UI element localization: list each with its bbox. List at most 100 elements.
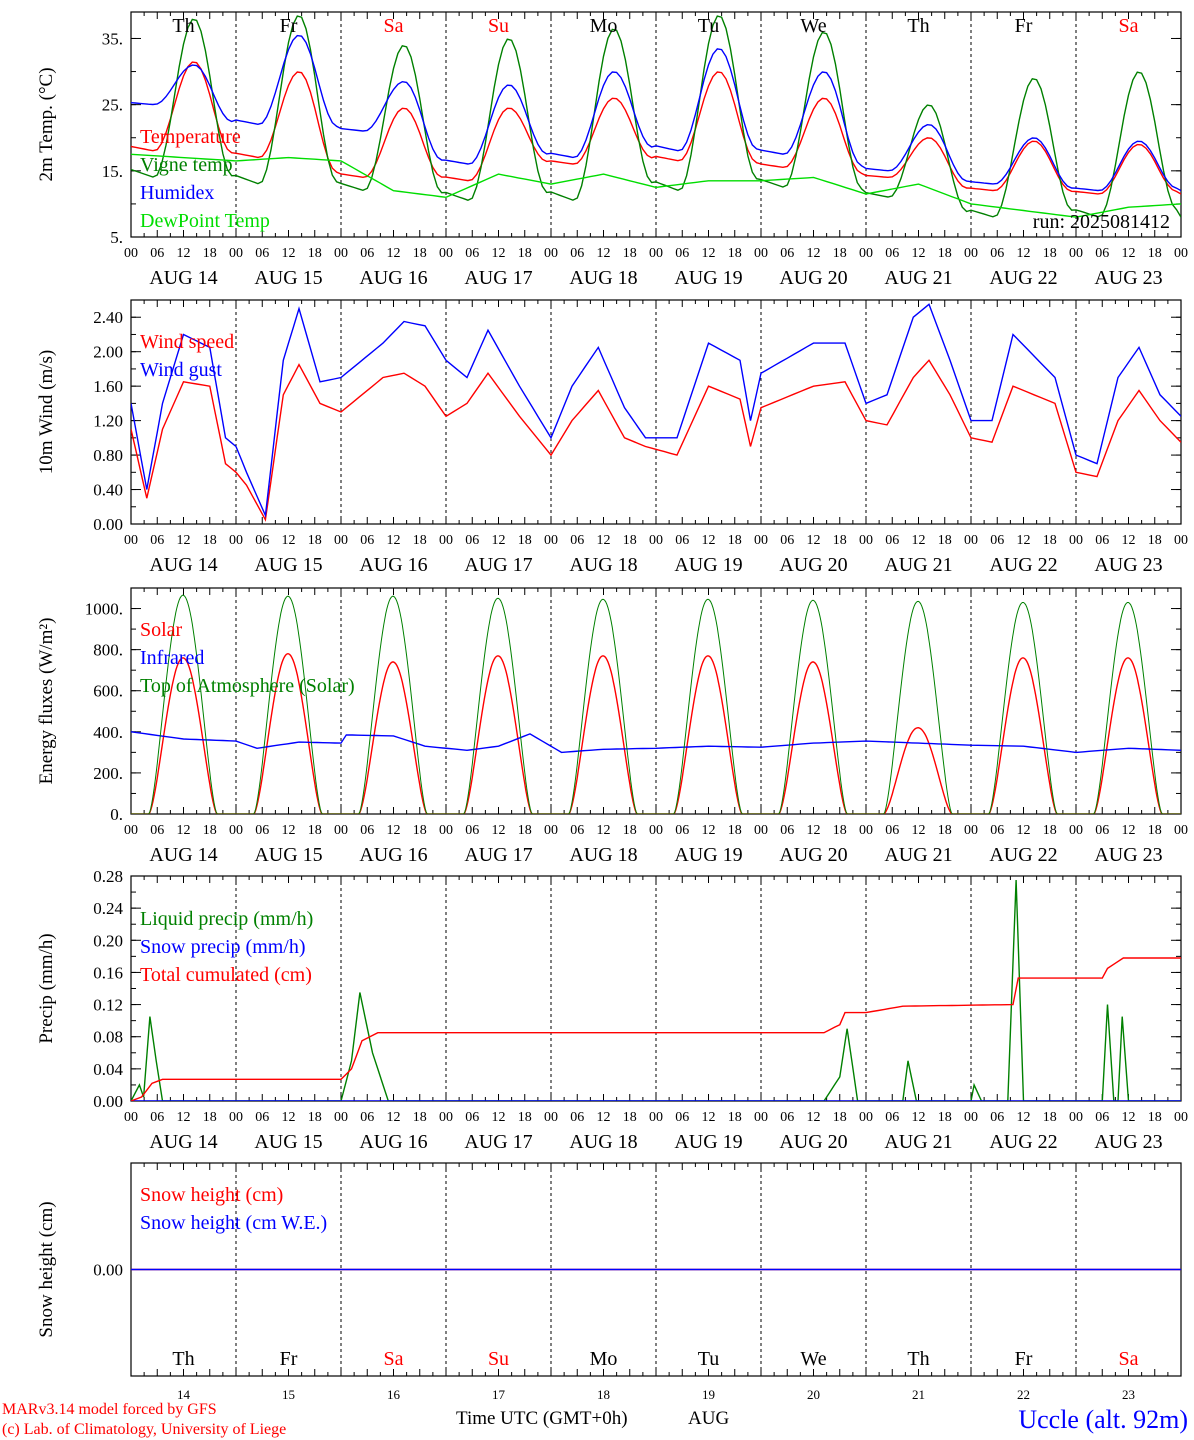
date-label: AUG 21 (884, 1131, 952, 1153)
hour-tick-label: 12 (492, 1110, 506, 1125)
series-line-red (131, 359, 1181, 522)
hour-tick-label: 18 (728, 533, 742, 548)
date-label: AUG 15 (254, 554, 322, 576)
hour-tick-label: 06 (360, 533, 374, 548)
hour-tick-label: 12 (807, 823, 821, 838)
y-tick-label: 35. (102, 29, 123, 48)
date-label: AUG 18 (569, 1131, 637, 1153)
hour-tick-label: 06 (675, 1110, 689, 1125)
hour-tick-label: 12 (1122, 533, 1136, 548)
hour-tick-label: 06 (150, 246, 164, 261)
date-label: AUG 17 (464, 554, 532, 576)
y-tick-label: 0.16 (93, 963, 123, 982)
hour-tick-label: 12 (387, 823, 401, 838)
y-axis-label: Energy fluxes (W/m²) (36, 618, 57, 785)
hour-tick-label: 12 (702, 533, 716, 548)
time-axis-label: Time UTC (GMT+0h) (456, 1408, 628, 1429)
y-tick-label: 15. (102, 162, 123, 181)
y-tick-label: 0.00 (93, 1261, 123, 1280)
hour-tick-label: 06 (675, 533, 689, 548)
date-label: AUG 17 (464, 267, 532, 289)
date-label: AUG 22 (989, 267, 1057, 289)
series-line-lightgreen (131, 153, 1181, 218)
date-label: AUG 14 (149, 267, 217, 289)
hour-tick-label: 18 (938, 246, 952, 261)
series-line-blue (131, 731, 1181, 754)
hour-tick-label: 18 (203, 1110, 217, 1125)
hour-tick-label: 06 (885, 823, 899, 838)
hour-tick-label: 18 (623, 533, 637, 548)
y-axis-label: 10m Wind (m/s) (36, 350, 57, 475)
hour-tick-label: 00 (1174, 1110, 1188, 1125)
hour-tick-label: 12 (1122, 823, 1136, 838)
hour-tick-label: 18 (833, 823, 847, 838)
hour-tick-label: 18 (623, 823, 637, 838)
hour-tick-label: 18 (1043, 823, 1057, 838)
hour-tick-label: 00 (544, 1110, 558, 1125)
day-number: 15 (282, 1387, 295, 1402)
hour-tick-label: 12 (1122, 246, 1136, 261)
date-label: AUG 21 (884, 554, 952, 576)
day-name-top: Fr (280, 15, 298, 37)
y-tick-label: 400. (93, 723, 123, 742)
hour-tick-label: 12 (387, 1110, 401, 1125)
hour-tick-label: 18 (203, 533, 217, 548)
y-tick-label: 2.00 (93, 343, 123, 362)
hour-tick-label: 00 (229, 823, 243, 838)
legend-entry: Vigne temp (140, 154, 233, 176)
hour-tick-label: 06 (570, 1110, 584, 1125)
y-tick-label: 0.20 (93, 931, 123, 950)
hour-tick-label: 18 (1043, 246, 1057, 261)
hour-tick-label: 06 (780, 246, 794, 261)
hour-tick-label: 00 (124, 533, 138, 548)
hour-tick-label: 00 (1069, 1110, 1083, 1125)
date-label: AUG 18 (569, 554, 637, 576)
hour-tick-label: 06 (150, 1110, 164, 1125)
hour-tick-label: 00 (859, 246, 873, 261)
date-label: AUG 17 (464, 844, 532, 866)
hour-tick-label: 06 (255, 533, 269, 548)
hour-tick-label: 06 (780, 1110, 794, 1125)
y-tick-label: 0.08 (93, 1028, 123, 1047)
hour-tick-label: 06 (1095, 533, 1109, 548)
hour-tick-label: 06 (255, 246, 269, 261)
legend-entry: Snow height (cm) (140, 1184, 283, 1206)
date-label: AUG 19 (674, 554, 742, 576)
date-label: AUG 22 (989, 554, 1057, 576)
day-name-top: Mo (590, 15, 618, 37)
hour-tick-label: 06 (990, 533, 1004, 548)
hour-tick-label: 00 (1069, 533, 1083, 548)
hour-tick-label: 12 (1017, 1110, 1031, 1125)
credit-line-1: MARv3.14 model forced by GFS (2, 1401, 217, 1418)
day-number: 20 (807, 1387, 820, 1402)
y-tick-label: 0.04 (93, 1060, 123, 1079)
date-label: AUG 18 (569, 844, 637, 866)
hour-tick-label: 00 (544, 246, 558, 261)
hour-tick-label: 06 (570, 823, 584, 838)
hour-tick-label: 18 (308, 823, 322, 838)
date-label: AUG 16 (359, 844, 427, 866)
hour-tick-label: 00 (859, 1110, 873, 1125)
hour-tick-label: 06 (675, 246, 689, 261)
panel-5: 0.00 Snow height (cm) Snow height (cm) Snow… (36, 1162, 1182, 1377)
legend-entry: Wind gust (140, 359, 222, 381)
hour-tick-label: 00 (439, 823, 453, 838)
hour-tick-label: 00 (964, 533, 978, 548)
hour-tick-label: 00 (229, 1110, 243, 1125)
date-label: AUG 23 (1094, 1131, 1162, 1153)
hour-tick-label: 18 (938, 533, 952, 548)
hour-tick-label: 06 (255, 823, 269, 838)
hour-tick-label: 18 (1148, 246, 1162, 261)
hour-tick-label: 12 (912, 823, 926, 838)
day-number: 14 (177, 1387, 191, 1402)
day-number: 22 (1017, 1387, 1030, 1402)
day-name-bottom: Th (172, 1348, 194, 1370)
day-number: 21 (912, 1387, 925, 1402)
hour-tick-label: 06 (1095, 823, 1109, 838)
hour-tick-label: 00 (649, 246, 663, 261)
hour-tick-label: 06 (360, 1110, 374, 1125)
hour-tick-label: 00 (649, 823, 663, 838)
hour-tick-label: 00 (439, 1110, 453, 1125)
hour-tick-label: 00 (229, 533, 243, 548)
y-tick-label: 25. (102, 96, 123, 115)
